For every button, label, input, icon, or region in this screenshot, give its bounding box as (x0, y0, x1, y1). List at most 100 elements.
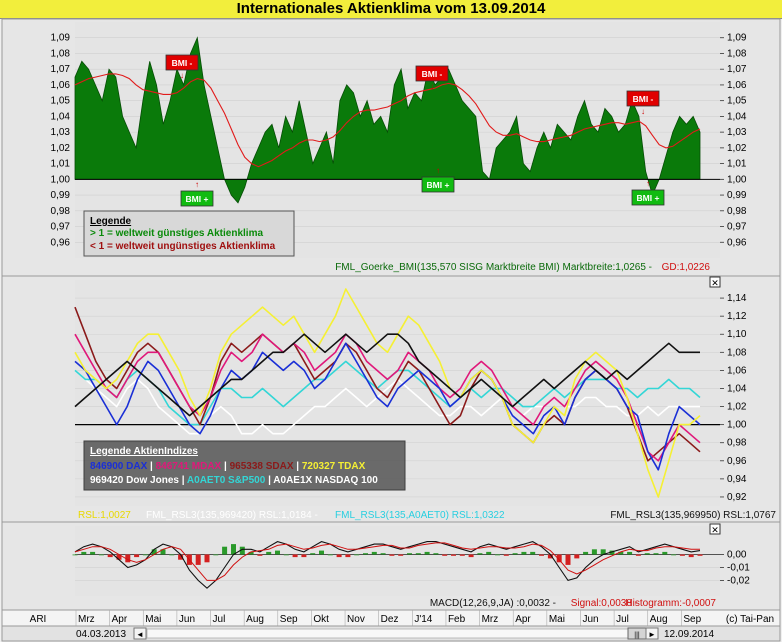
rsl-legend-row: 846900 DAX | 846741 MDAX | 965338 SDAX |… (90, 461, 366, 472)
macd-histogram-bar (574, 554, 580, 559)
bmi-y-tick-left: 1,02 (51, 143, 71, 154)
bmi-signal-label: BMI + (637, 193, 660, 203)
macd-histogram-bar (389, 554, 395, 556)
bmi-y-tick-right: 0,97 (727, 222, 747, 233)
macd-histogram-bar (459, 554, 465, 556)
month-label: Jul (616, 614, 629, 625)
macd-histogram-bar (257, 554, 263, 556)
bmi-y-tick-right: 1,04 (727, 111, 747, 122)
macd-histogram-bar (600, 549, 606, 555)
macd-histogram-bar (521, 551, 527, 555)
bmi-signal-label: BMI - (172, 58, 193, 68)
rsl-status-2: FML_RSL3(135,969420) RSL:1,0184 - (146, 510, 318, 521)
bmi-y-tick-left: 0,98 (51, 206, 71, 217)
scroll-right-icon: ► (648, 630, 656, 639)
scroll-left-button[interactable] (133, 627, 147, 640)
macd-histogram-bar (442, 554, 448, 556)
bmi-signal-label: BMI - (633, 94, 654, 104)
month-label: Dez (381, 614, 399, 625)
macd-histogram-bar (125, 554, 131, 563)
macd-y-tick: 0,00 (727, 550, 747, 561)
rsl-close-button[interactable] (709, 276, 721, 288)
bmi-status: FML_Goerke_BMI(135,570 SISG Marktbreite … (335, 262, 652, 273)
arrow-down-icon: ↓ (430, 82, 434, 91)
rsl-legend-entry: A0AET0 S&P500 (187, 475, 266, 486)
macd-histogram-bar (539, 554, 544, 556)
rsl-y-tick: 0,98 (727, 438, 747, 449)
rsl-y-tick: 1,02 (727, 402, 747, 413)
macd-histogram-bar (627, 551, 633, 555)
bmi-buy-signal (631, 189, 665, 206)
macd-histogram-bar (688, 554, 694, 558)
macd-histogram-bar (283, 554, 289, 556)
rsl-legend-entry: 846900 DAX (90, 461, 148, 472)
month-label: Jun (582, 614, 598, 625)
macd-histogram-bar (486, 551, 492, 555)
bmi-y-tick-right: 1,01 (727, 159, 747, 170)
bmi-y-tick-right: 1,09 (727, 33, 747, 44)
macd-y-tick: -0,01 (727, 562, 750, 573)
chart-canvas: 1,09 1,08 1,07 1,06 1,05 1,04 1,03 1,02 1,01 1,00… (1, 18, 781, 642)
rsl-y-axis-right: 1,14 1,12 1,10 1,08 1,06 1,04 1,02 1,00 0,98 0,96… (720, 293, 747, 503)
bmi-y-tick-right: 1,00 (727, 174, 747, 185)
macd-histogram-bar (98, 554, 104, 556)
rsl-legend-row: 969420 Dow Jones | A0AET0 S&P500 | A0AE1… (90, 475, 378, 486)
month-label: Aug (650, 614, 668, 625)
bmi-y-tick-left: 1,06 (51, 80, 71, 91)
macd-histogram-bar (415, 553, 421, 555)
macd-histogram-bar (310, 553, 316, 555)
bmi-y-tick-right: 0,96 (727, 237, 747, 248)
macd-histogram-bar (591, 549, 597, 555)
plot-area-macd (75, 526, 720, 596)
macd-histogram-bar (697, 554, 703, 556)
scroll-grip-icon: ||| (634, 632, 640, 639)
macd-histogram-bar (142, 554, 148, 556)
macd-histogram-bar (583, 551, 589, 555)
arrow-down-icon: ↓ (641, 107, 645, 116)
rsl-close-icon: ✕ (711, 278, 719, 288)
bmi-buy-signal (421, 176, 455, 193)
rsl-y-tick: 1,14 (727, 293, 747, 304)
macd-histogram-bar (213, 554, 219, 556)
rsl-legend-separator: | (179, 475, 187, 486)
bmi-signal-label: BMI + (186, 194, 209, 204)
scroll-right-button[interactable] (645, 627, 659, 640)
scroll-date-end: 12.09.2014 (664, 629, 714, 640)
rsl-legend-separator: | (221, 461, 229, 472)
rsl-y-tick: 0,94 (727, 474, 747, 485)
macd-histogram-bar (327, 554, 333, 556)
bmi-y-tick-left: 1,08 (51, 48, 71, 59)
bmi-y-axis-left: 1,09 1,08 1,07 1,06 1,05 1,04 1,03 1,02 1,01 1,00… (51, 33, 71, 249)
bmi-signal-label: BMI + (427, 180, 450, 190)
month-label: Mai (145, 614, 161, 625)
bmi-y-tick-right: 1,08 (727, 48, 747, 59)
macd-histogram-bar (345, 554, 351, 558)
macd-y-tick: -0,02 (727, 575, 750, 586)
month-label: Apr (515, 614, 531, 625)
rsl-legend-separator: | (147, 461, 155, 472)
macd-histogram-bar (134, 554, 140, 558)
rsl-legend-box (83, 440, 406, 491)
bmi-moving-average (74, 73, 701, 168)
rsl-legend-entry: 965338 SDAX (230, 461, 294, 472)
macd-close-button[interactable] (709, 523, 721, 535)
macd-histogram-bar (90, 551, 96, 555)
macd-histogram-bar (72, 554, 78, 556)
macd-histogram-bar (530, 551, 536, 555)
bmi-buy-signal (180, 190, 214, 207)
arrow-up-icon: ↑ (646, 179, 650, 188)
bmi-y-tick-left: 0,97 (51, 222, 71, 233)
macd-histogram-bar (565, 554, 571, 565)
bmi-signals: BMI - ↓ BMI - ↓ BMI - ↓ BMI + ↑ BMI + ↑ BMI + ↑ (165, 54, 665, 207)
month-label: Okt (313, 614, 329, 625)
rsl-y-tick: 1,10 (727, 329, 747, 340)
macd-histogram-bar (644, 553, 650, 555)
macd-histogram-bar (160, 549, 166, 555)
macd-histogram-bar (653, 553, 659, 555)
bmi-sell-signal (626, 90, 660, 107)
scroll-track[interactable] (146, 628, 659, 639)
rsl-legend-title: Legende AktienIndizes (90, 446, 198, 457)
rsl-status-3: FML_RSL3(135,A0AET0) RSL:1,0322 (335, 510, 505, 521)
bmi-y-tick-left: 1,07 (51, 64, 71, 75)
